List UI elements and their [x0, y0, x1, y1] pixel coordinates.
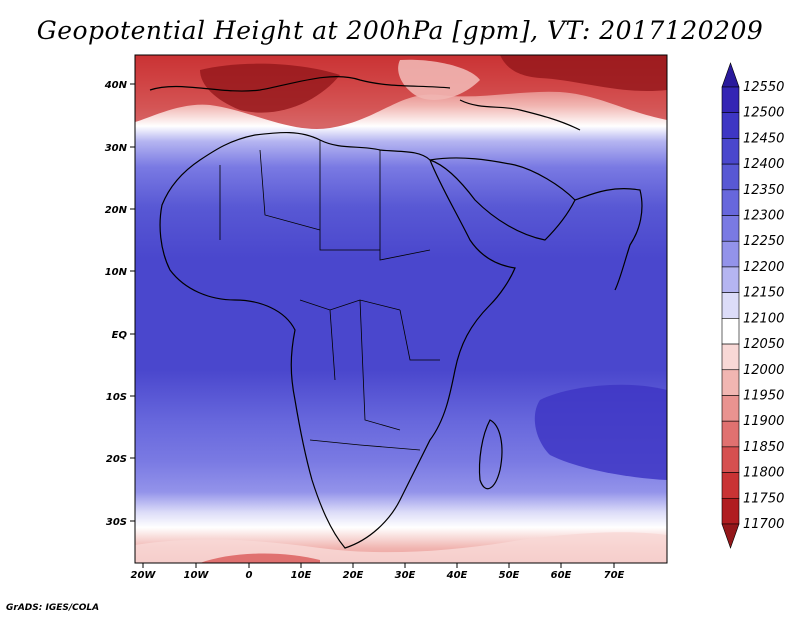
x-tick-label: 40E — [446, 570, 468, 581]
colorbar-swatch — [721, 138, 740, 165]
x-tick-label: 10E — [291, 570, 312, 581]
y-tick-label: 30S — [106, 517, 127, 528]
axis-ticks — [130, 83, 615, 568]
colorbar-swatch — [721, 189, 740, 216]
colorbar-swatch — [721, 369, 740, 396]
colorbar-label: 12050 — [743, 337, 784, 352]
colorbar-swatch — [721, 343, 740, 371]
colorbar-arrow-bottom — [721, 523, 740, 549]
colorbar-label: 12200 — [743, 260, 784, 275]
colorbar-swatch — [721, 472, 740, 499]
y-tick-label: 30N — [105, 143, 128, 154]
colorbar-label: 12500 — [743, 106, 784, 121]
colorbar-swatch — [721, 497, 740, 525]
y-tick-label: 40N — [104, 80, 128, 91]
colorbar-swatch — [721, 215, 740, 242]
colorbar-label: 11800 — [743, 466, 784, 481]
x-tick-label: 20E — [343, 570, 364, 581]
x-tick-label: 50E — [499, 570, 520, 581]
colorbar-swatch — [721, 420, 740, 448]
colorbar-label: 12000 — [743, 363, 784, 378]
y-tick-label: EQ — [112, 330, 128, 341]
x-tick-labels: 20W 10W 0 10E 20E 30E 40E 50E 60E 70E — [131, 570, 625, 581]
x-tick-label: 0 — [246, 570, 253, 581]
coastlines — [149, 76, 643, 549]
x-tick-label: 30E — [395, 570, 416, 581]
colorbar-label: 12150 — [743, 286, 784, 301]
y-tick-label: 20S — [106, 454, 127, 465]
x-tick-label: 70E — [604, 570, 625, 581]
plot-frame — [134, 54, 668, 564]
colorbar-label: 11700 — [743, 517, 784, 532]
colorbar-label: 12250 — [743, 234, 784, 249]
colorbar-label: 12300 — [743, 209, 784, 224]
colorbar-swatch — [721, 318, 740, 345]
colorbar-label: 11750 — [743, 491, 784, 506]
y-tick-label: 10S — [106, 392, 127, 403]
colorbar-swatch — [721, 446, 740, 473]
x-tick-label: 10W — [184, 570, 210, 581]
colorbar-swatch — [721, 292, 740, 319]
x-tick-label: 20W — [131, 570, 157, 581]
colorbar-swatch — [721, 163, 740, 191]
y-tick-label: 10N — [105, 267, 128, 278]
colorbar-label: 12450 — [743, 131, 784, 146]
colorbar-label: 11850 — [743, 440, 784, 455]
colorbar-label: 12350 — [743, 183, 784, 198]
colorbar-swatch — [721, 266, 740, 293]
colorbar-label: 12550 — [743, 80, 784, 95]
colorbar-swatch — [721, 395, 740, 422]
colorbar-swatch — [721, 86, 740, 114]
colorbar-swatch — [721, 240, 740, 268]
colorbar-label: 12100 — [743, 311, 784, 326]
country-borders — [219, 140, 440, 451]
chart-title: Geopotential Height at 200hPa [gpm], VT:… — [36, 16, 764, 45]
footer-credit: GrADS: IGES/COLA — [6, 603, 100, 613]
y-tick-labels: 40N 30N 20N 10N EQ 10S 20S 30S — [104, 80, 128, 528]
colorbar-label: 11950 — [743, 388, 784, 403]
colorbar-arrow-top — [721, 62, 740, 88]
y-tick-label: 20N — [105, 205, 128, 216]
x-tick-label: 60E — [551, 570, 572, 581]
colorbar-swatch — [721, 112, 740, 139]
height-field — [135, 55, 667, 563]
colorbar-label: 11900 — [743, 414, 784, 429]
colorbar-label: 12400 — [743, 157, 784, 172]
